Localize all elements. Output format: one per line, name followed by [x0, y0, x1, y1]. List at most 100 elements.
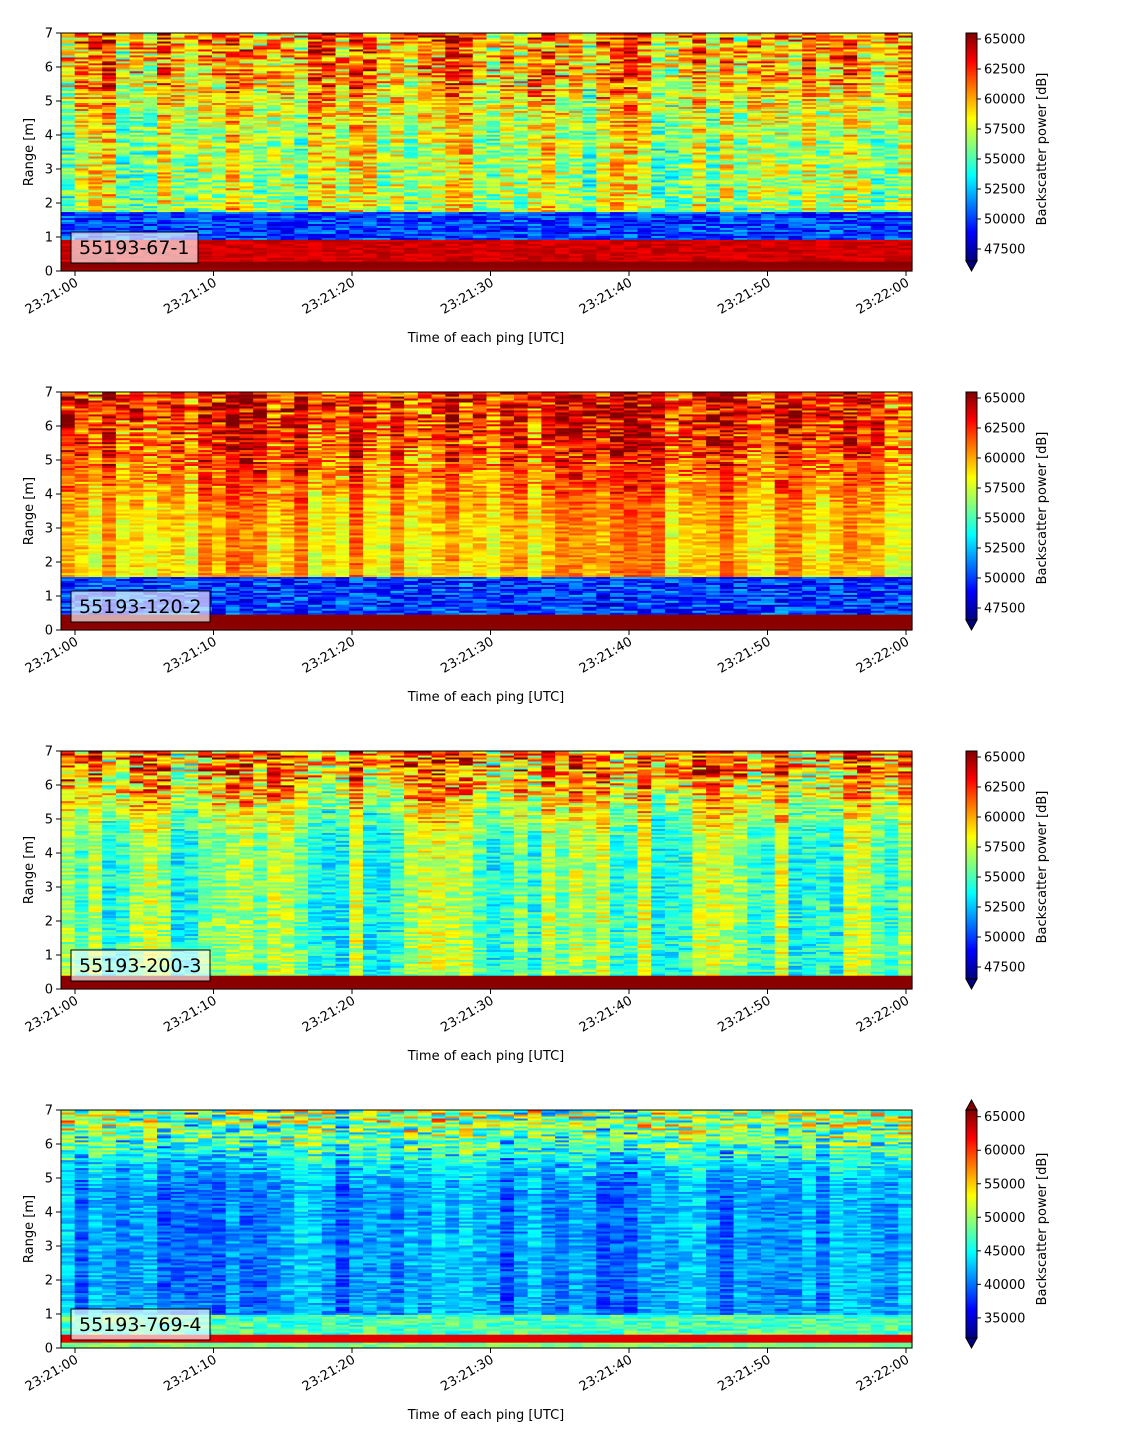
heatmap-cell [335, 241, 350, 244]
heatmap-cell [61, 253, 76, 256]
heatmap-cell [184, 68, 199, 72]
heatmap-cell [115, 118, 131, 121]
heatmap-cell [335, 128, 350, 131]
heatmap-cell [61, 52, 76, 56]
heatmap-cell [253, 86, 268, 90]
heatmap-cell [198, 134, 213, 137]
heatmap-cell [61, 126, 76, 129]
heatmap-cell [129, 213, 144, 217]
heatmap-cell [88, 112, 103, 115]
heatmap-cell [129, 163, 144, 167]
heatmap-cell [61, 267, 76, 270]
heatmap-cell [170, 199, 186, 203]
heatmap-cell [211, 223, 227, 226]
heatmap-cell [280, 249, 295, 252]
heatmap-cell [115, 201, 131, 205]
heatmap-cell [143, 122, 158, 125]
heatmap-cell [143, 118, 158, 121]
heatmap-cell [294, 209, 309, 213]
heatmap-cell [321, 199, 337, 203]
heatmap-cell [211, 263, 227, 266]
heatmap-cell [308, 169, 323, 173]
heatmap-cell [239, 199, 254, 203]
heatmap-cell [74, 209, 90, 213]
heatmap-cell [308, 98, 323, 102]
heatmap-cell [129, 90, 144, 94]
heatmap-cell [61, 247, 76, 250]
heatmap-cell [211, 159, 227, 163]
heatmap-cell [239, 38, 254, 42]
heatmap-cell [266, 60, 282, 64]
heatmap-cell [321, 104, 337, 107]
heatmap-cell [225, 62, 241, 66]
heatmap-cell [115, 207, 131, 211]
heatmap-cell [115, 215, 131, 219]
heatmap-cell [239, 255, 254, 258]
heatmap-cell [115, 110, 131, 113]
heatmap-cell [157, 66, 172, 70]
heatmap-cell [102, 84, 117, 88]
heatmap-cell [225, 185, 241, 189]
heatmap-cell [198, 157, 213, 161]
heatmap-cell [88, 207, 103, 211]
heatmap-cell [294, 171, 309, 175]
heatmap-cell [239, 183, 254, 187]
heatmap-cell [308, 56, 323, 60]
heatmap-cell [266, 90, 282, 94]
heatmap-cell [280, 199, 295, 203]
heatmap-cell [225, 209, 241, 213]
heatmap-cell [321, 233, 337, 236]
heatmap-cell [211, 112, 227, 115]
heatmap-cell [184, 205, 199, 209]
heatmap-cell [157, 221, 172, 224]
heatmap-cell [74, 136, 90, 139]
heatmap-cell [294, 96, 309, 100]
heatmap-cell [211, 68, 227, 72]
heatmap-cell [74, 201, 90, 205]
heatmap-cell [74, 110, 90, 113]
heatmap-cell [321, 251, 337, 254]
heatmap-cell [321, 165, 337, 169]
heatmap-cell [239, 179, 254, 183]
heatmap-cell [308, 245, 323, 248]
heatmap-cell [115, 104, 131, 107]
heatmap-cell [170, 267, 186, 270]
heatmap-cell [184, 108, 199, 111]
heatmap-cell [198, 52, 213, 56]
heatmap-cell [266, 98, 282, 102]
heatmap-cell [239, 227, 254, 230]
heatmap-cell [129, 88, 144, 92]
heatmap-cell [266, 247, 282, 250]
heatmap-cell [61, 54, 76, 58]
heatmap-cell [239, 126, 254, 129]
heatmap-cell [198, 78, 213, 82]
heatmap-cell [266, 263, 282, 266]
heatmap-cell [198, 62, 213, 66]
heatmap-cell [321, 100, 337, 104]
heatmap-cell [266, 233, 282, 236]
heatmap-cell [335, 245, 350, 248]
heatmap-cell [157, 60, 172, 64]
heatmap-cell [308, 209, 323, 213]
heatmap-cell [308, 251, 323, 254]
heatmap-cell [88, 155, 103, 159]
heatmap-cell [143, 82, 158, 86]
heatmap-cell [225, 48, 241, 52]
heatmap-cell [61, 128, 76, 131]
heatmap-cell [253, 96, 268, 100]
heatmap-cell [335, 179, 350, 183]
heatmap-cell [308, 217, 323, 221]
heatmap-cell [280, 167, 295, 171]
heatmap-cell [294, 199, 309, 203]
heatmap-cell [61, 74, 76, 78]
heatmap-cell [129, 209, 144, 213]
heatmap-cell [115, 227, 131, 230]
heatmap-cell [74, 219, 90, 223]
heatmap-cell [143, 76, 158, 80]
heatmap-cell [157, 106, 172, 109]
heatmap-cell [157, 205, 172, 209]
heatmap-cell [61, 68, 76, 72]
heatmap-cell [335, 233, 350, 236]
heatmap-cell [102, 165, 117, 169]
heatmap-cell [102, 112, 117, 115]
